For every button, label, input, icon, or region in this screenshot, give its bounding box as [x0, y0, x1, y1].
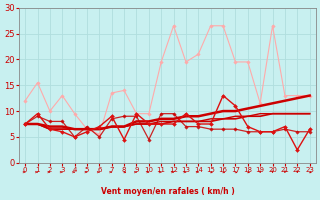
X-axis label: Vent moyen/en rafales ( km/h ): Vent moyen/en rafales ( km/h ) [100, 187, 234, 196]
